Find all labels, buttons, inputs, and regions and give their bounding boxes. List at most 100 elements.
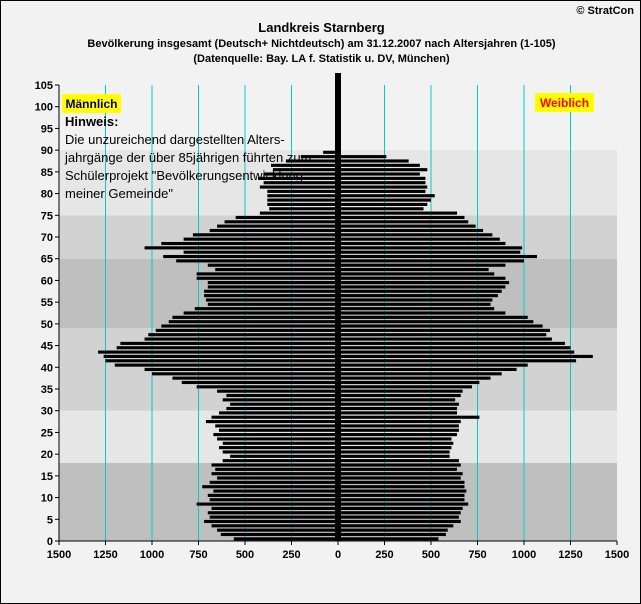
x-tick-label: 750 (468, 549, 486, 561)
bar-male (215, 268, 338, 272)
x-tick-label: 750 (189, 549, 207, 561)
bar-male (196, 385, 338, 389)
bar-female (338, 276, 506, 280)
bar-male (194, 307, 338, 311)
legend-female-bg (535, 93, 594, 112)
bar-female (338, 385, 472, 389)
bar-male (202, 485, 338, 489)
bar-female (338, 367, 517, 372)
bar-male (211, 463, 338, 467)
bar-male (217, 528, 338, 532)
bar-male (272, 168, 338, 172)
bar-female (338, 237, 500, 241)
bar-female (338, 259, 524, 263)
bar-female (338, 298, 493, 302)
bar-female (338, 476, 461, 480)
bar-male (323, 150, 338, 154)
bar-female (338, 393, 461, 398)
bar-female (338, 446, 452, 450)
bar-female (338, 220, 469, 224)
bar-male (217, 476, 338, 480)
bar-male (209, 228, 338, 233)
bar-male (226, 406, 338, 411)
annotation-line: meiner Gemeinde" (65, 186, 173, 201)
y-tick-label: 55 (41, 297, 53, 309)
bar-female (338, 333, 547, 337)
bar-female (338, 441, 454, 445)
bar-female (338, 302, 491, 306)
bar-female (338, 450, 450, 454)
x-tick-label: 250 (375, 549, 393, 561)
x-tick-label: 1000 (140, 549, 164, 561)
y-tick-label: 20 (41, 449, 53, 461)
bar-male (161, 241, 338, 246)
bar-female (338, 389, 463, 393)
bar-female (338, 215, 465, 220)
bar-female (338, 320, 534, 324)
bar-male (196, 276, 338, 280)
y-tick-label: 95 (41, 123, 53, 135)
bar-male (230, 454, 338, 458)
bar-female (338, 311, 506, 315)
bar-male (269, 207, 338, 211)
bar-male (163, 254, 338, 259)
y-tick-label: 75 (41, 210, 53, 222)
bar-male (196, 502, 338, 506)
bar-female (338, 285, 506, 289)
bar-female (338, 502, 469, 506)
bar-female (338, 181, 426, 185)
bar-female (338, 176, 426, 180)
bar-male (183, 237, 338, 241)
bar-female (338, 359, 577, 363)
bar-male (148, 333, 338, 337)
bar-male (218, 428, 338, 432)
bar-male (155, 328, 338, 332)
bar-female (338, 437, 452, 441)
bar-male (114, 363, 338, 367)
bar-male (103, 354, 338, 358)
bar-female (338, 189, 426, 193)
bar-male (207, 281, 338, 285)
bar-male (213, 489, 338, 493)
bar-male (207, 511, 338, 515)
bar-male (222, 398, 338, 402)
x-tick-label: 1500 (605, 549, 629, 561)
bar-male (224, 220, 338, 224)
y-tick-label: 45 (41, 341, 53, 353)
bar-male (267, 189, 338, 193)
bar-male (259, 185, 338, 189)
bar-female (338, 281, 510, 285)
x-tick-label: 500 (422, 549, 440, 561)
bar-male (233, 537, 338, 541)
bar-male (222, 441, 338, 445)
bar-female (338, 324, 543, 328)
y-tick-label: 85 (41, 167, 53, 179)
y-tick-label: 25 (41, 427, 53, 439)
y-tick-label: 90 (41, 145, 53, 157)
bar-female (338, 350, 575, 354)
bar-female (338, 411, 458, 415)
bar-female (338, 528, 448, 532)
bar-female (338, 489, 467, 493)
y-tick-label: 35 (41, 384, 53, 396)
bar-male (144, 367, 338, 372)
bar-male (161, 324, 338, 328)
bar-male (176, 259, 338, 263)
bar-female (338, 207, 424, 211)
legend-female-label: Weiblich (540, 96, 589, 110)
bar-female (338, 506, 463, 510)
bar-female (338, 376, 491, 380)
bar-male (215, 424, 338, 428)
bar-male (226, 393, 338, 398)
bar-female (338, 241, 506, 246)
bar-female (338, 463, 461, 467)
bar-male (144, 246, 338, 250)
bar-female (338, 254, 538, 259)
bar-male (217, 389, 338, 393)
bar-male (98, 350, 338, 354)
chart-source: (Datenquelle: Bay. LA f. Statistik u. DV… (193, 53, 450, 65)
bar-female (338, 211, 458, 215)
bar-male (211, 524, 338, 528)
bar-male (222, 450, 338, 454)
bar-female (338, 420, 461, 424)
